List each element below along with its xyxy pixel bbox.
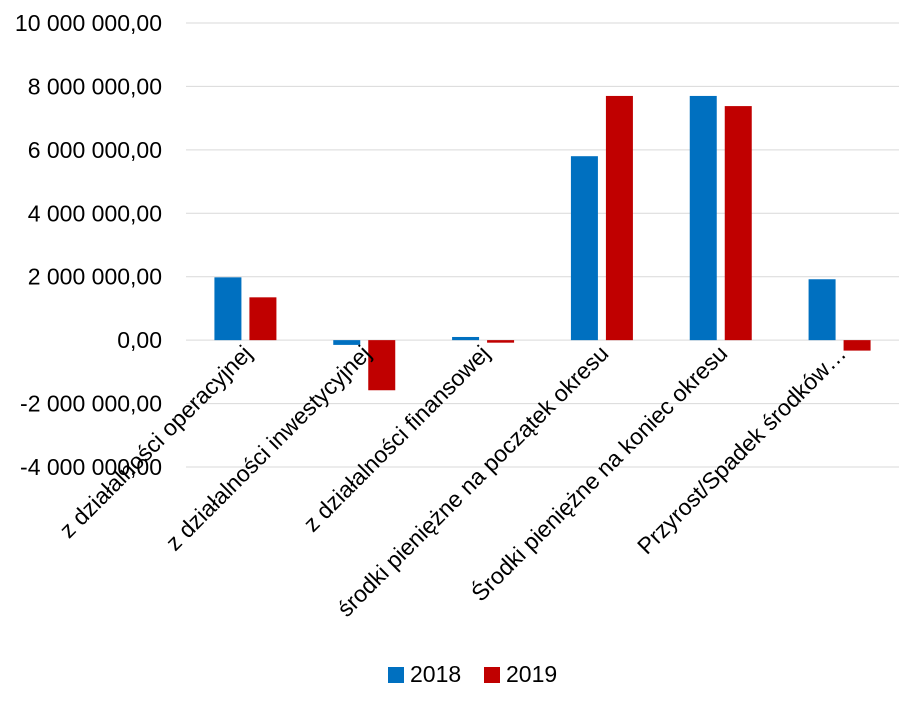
y-tick-label: 8 000 000,00 (28, 73, 162, 99)
y-axis-labels: -4 000 000,00 -2 000 000,00 0,00 2 000 000,… (15, 10, 162, 480)
bar-2019-5 (724, 106, 752, 341)
bar-2019-1 (249, 297, 277, 341)
category-label: z działalności inwestycyjnej (160, 340, 375, 555)
y-tick-label: 2 000 000,00 (28, 264, 162, 290)
legend-label-2019: 2019 (506, 661, 557, 687)
y-tick-label: 0,00 (117, 327, 162, 353)
legend-swatch-2019 (484, 667, 500, 683)
bar-2018-4 (570, 156, 598, 341)
bar-2018-6 (808, 279, 836, 341)
gridlines (186, 22, 899, 468)
bar-2019-2 (368, 340, 396, 391)
category-label: z działalności operacyjnej (54, 340, 257, 543)
bar-2019-4 (605, 95, 633, 341)
y-tick-label: 6 000 000,00 (28, 137, 162, 163)
bar-2019-6 (843, 340, 871, 351)
bar-2018-1 (214, 277, 242, 341)
bar-2018-3 (452, 336, 480, 341)
legend-label-2018: 2018 (410, 661, 461, 687)
bar-2018-5 (689, 95, 717, 341)
y-tick-label: 4 000 000,00 (28, 200, 162, 226)
category-label: Przyrost/Spadek środków… (632, 340, 851, 559)
legend-swatch-2018 (388, 667, 404, 683)
category-label: Środki pieniężne na koniec okresu (465, 339, 732, 606)
y-tick-label: -2 000 000,00 (20, 391, 162, 417)
y-tick-label: 10 000 000,00 (15, 10, 162, 36)
legend: 2018 2019 (388, 661, 557, 687)
bar-2018-2 (333, 340, 361, 345)
y-tick-label: -4 000 000,00 (20, 454, 162, 480)
bars (214, 95, 871, 391)
bar-2019-3 (487, 340, 515, 343)
